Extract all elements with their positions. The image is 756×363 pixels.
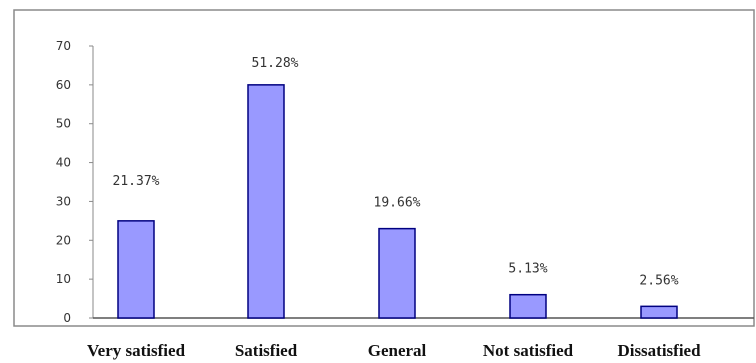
- y-tick-label: 50: [56, 117, 71, 131]
- bar: [378, 227, 416, 319]
- y-axis: 0 10 20 30 40 50 60 70: [56, 39, 94, 325]
- data-labels: 21.37% 51.28% 19.66% 5.13% 2.56%: [113, 56, 679, 288]
- bar: [509, 293, 547, 319]
- data-label: 5.13%: [508, 262, 547, 277]
- y-tick-label: 70: [56, 39, 71, 53]
- data-label: 21.37%: [113, 174, 160, 189]
- x-tick-label: General: [368, 341, 427, 360]
- bar: [247, 84, 285, 319]
- data-label: 19.66%: [374, 196, 421, 211]
- y-tick-label: 0: [63, 311, 71, 325]
- bar: [117, 220, 155, 319]
- y-tick-label: 30: [56, 194, 71, 208]
- data-label: 51.28%: [252, 56, 299, 71]
- category-labels: Very satisfied Satisfied General Not satisf…: [87, 341, 701, 360]
- bars: [117, 84, 678, 319]
- y-tick-label: 20: [56, 233, 71, 247]
- data-label: 2.56%: [639, 273, 678, 288]
- y-tick-label: 10: [56, 272, 71, 286]
- x-tick-label: Not satisfied: [483, 341, 574, 360]
- x-tick-label: Dissatisfied: [617, 341, 701, 360]
- y-tick-label: 40: [56, 156, 71, 170]
- x-tick-label: Very satisfied: [87, 341, 186, 360]
- y-tick-label: 60: [56, 78, 71, 92]
- bar: [640, 305, 678, 319]
- x-tick-label: Satisfied: [235, 341, 298, 360]
